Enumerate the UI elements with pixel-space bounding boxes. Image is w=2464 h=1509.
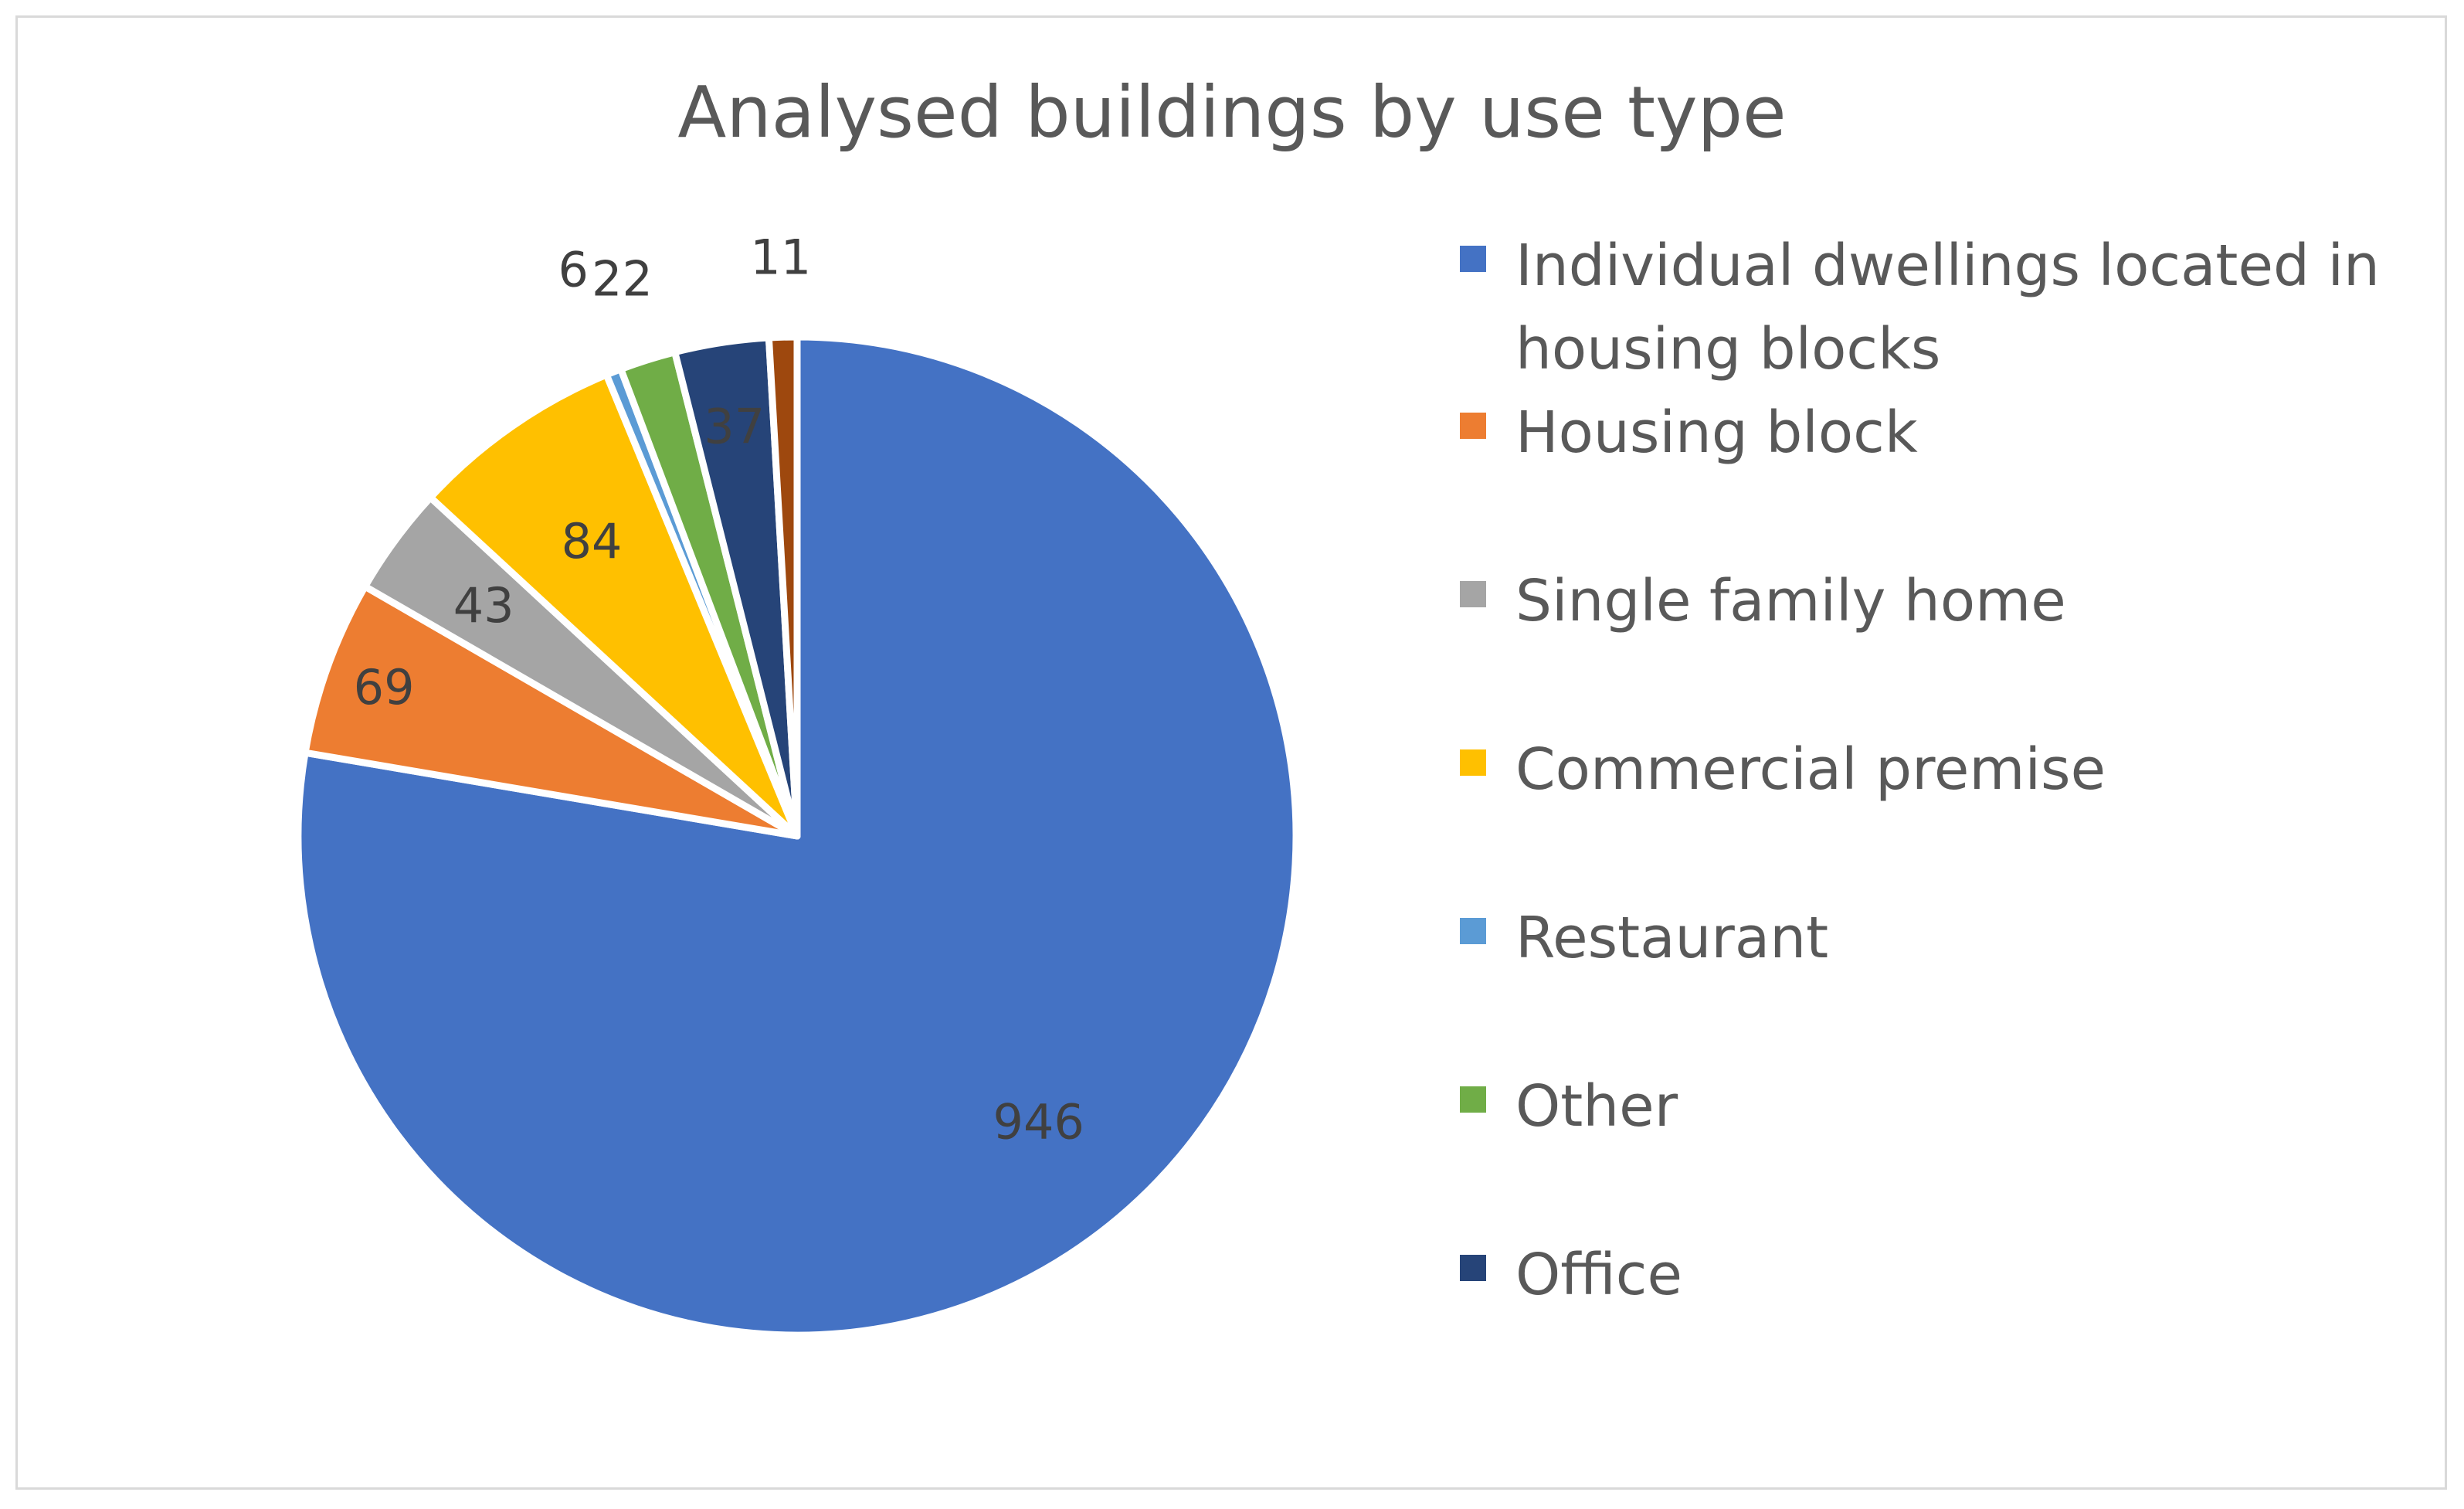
legend-label: Housing block [1515,399,1918,466]
pie-data-label: 22 [592,250,653,307]
legend-swatch [1460,918,1486,944]
pie-data-label: 43 [453,577,514,634]
pie-data-label: 11 [750,229,811,285]
legend-label: Restaurant [1515,905,1829,971]
legend-swatch [1460,749,1486,776]
legend-swatch [1460,581,1486,607]
pie-data-labels: 946 69 43 84 6 22 37 11 [354,229,1084,1150]
legend-label: Commercial premise [1515,736,2106,803]
legend-label: Other [1515,1073,1678,1140]
legend-swatch [1460,246,1486,272]
chart-title: Analysed buildings by use type [677,71,1787,154]
legend-swatch [1460,1255,1486,1281]
legend-label: Individual dwellings located in housing … [1515,233,2380,382]
pie-slice [301,583,801,840]
pie-data-label: 946 [993,1094,1084,1150]
pie-slice [765,333,801,840]
legend-label: Office [1515,1242,1683,1308]
pie-data-label: 6 [558,242,588,298]
pie-data-label: 69 [354,659,415,715]
pie-slice [426,371,801,840]
pie-data-label: 37 [704,399,765,455]
pie-slices [294,333,1300,1339]
legend-label: Single family home [1515,568,2066,634]
legend-swatch [1460,413,1486,439]
legend-swatch [1460,1086,1486,1113]
pie-data-label: 84 [562,513,623,569]
